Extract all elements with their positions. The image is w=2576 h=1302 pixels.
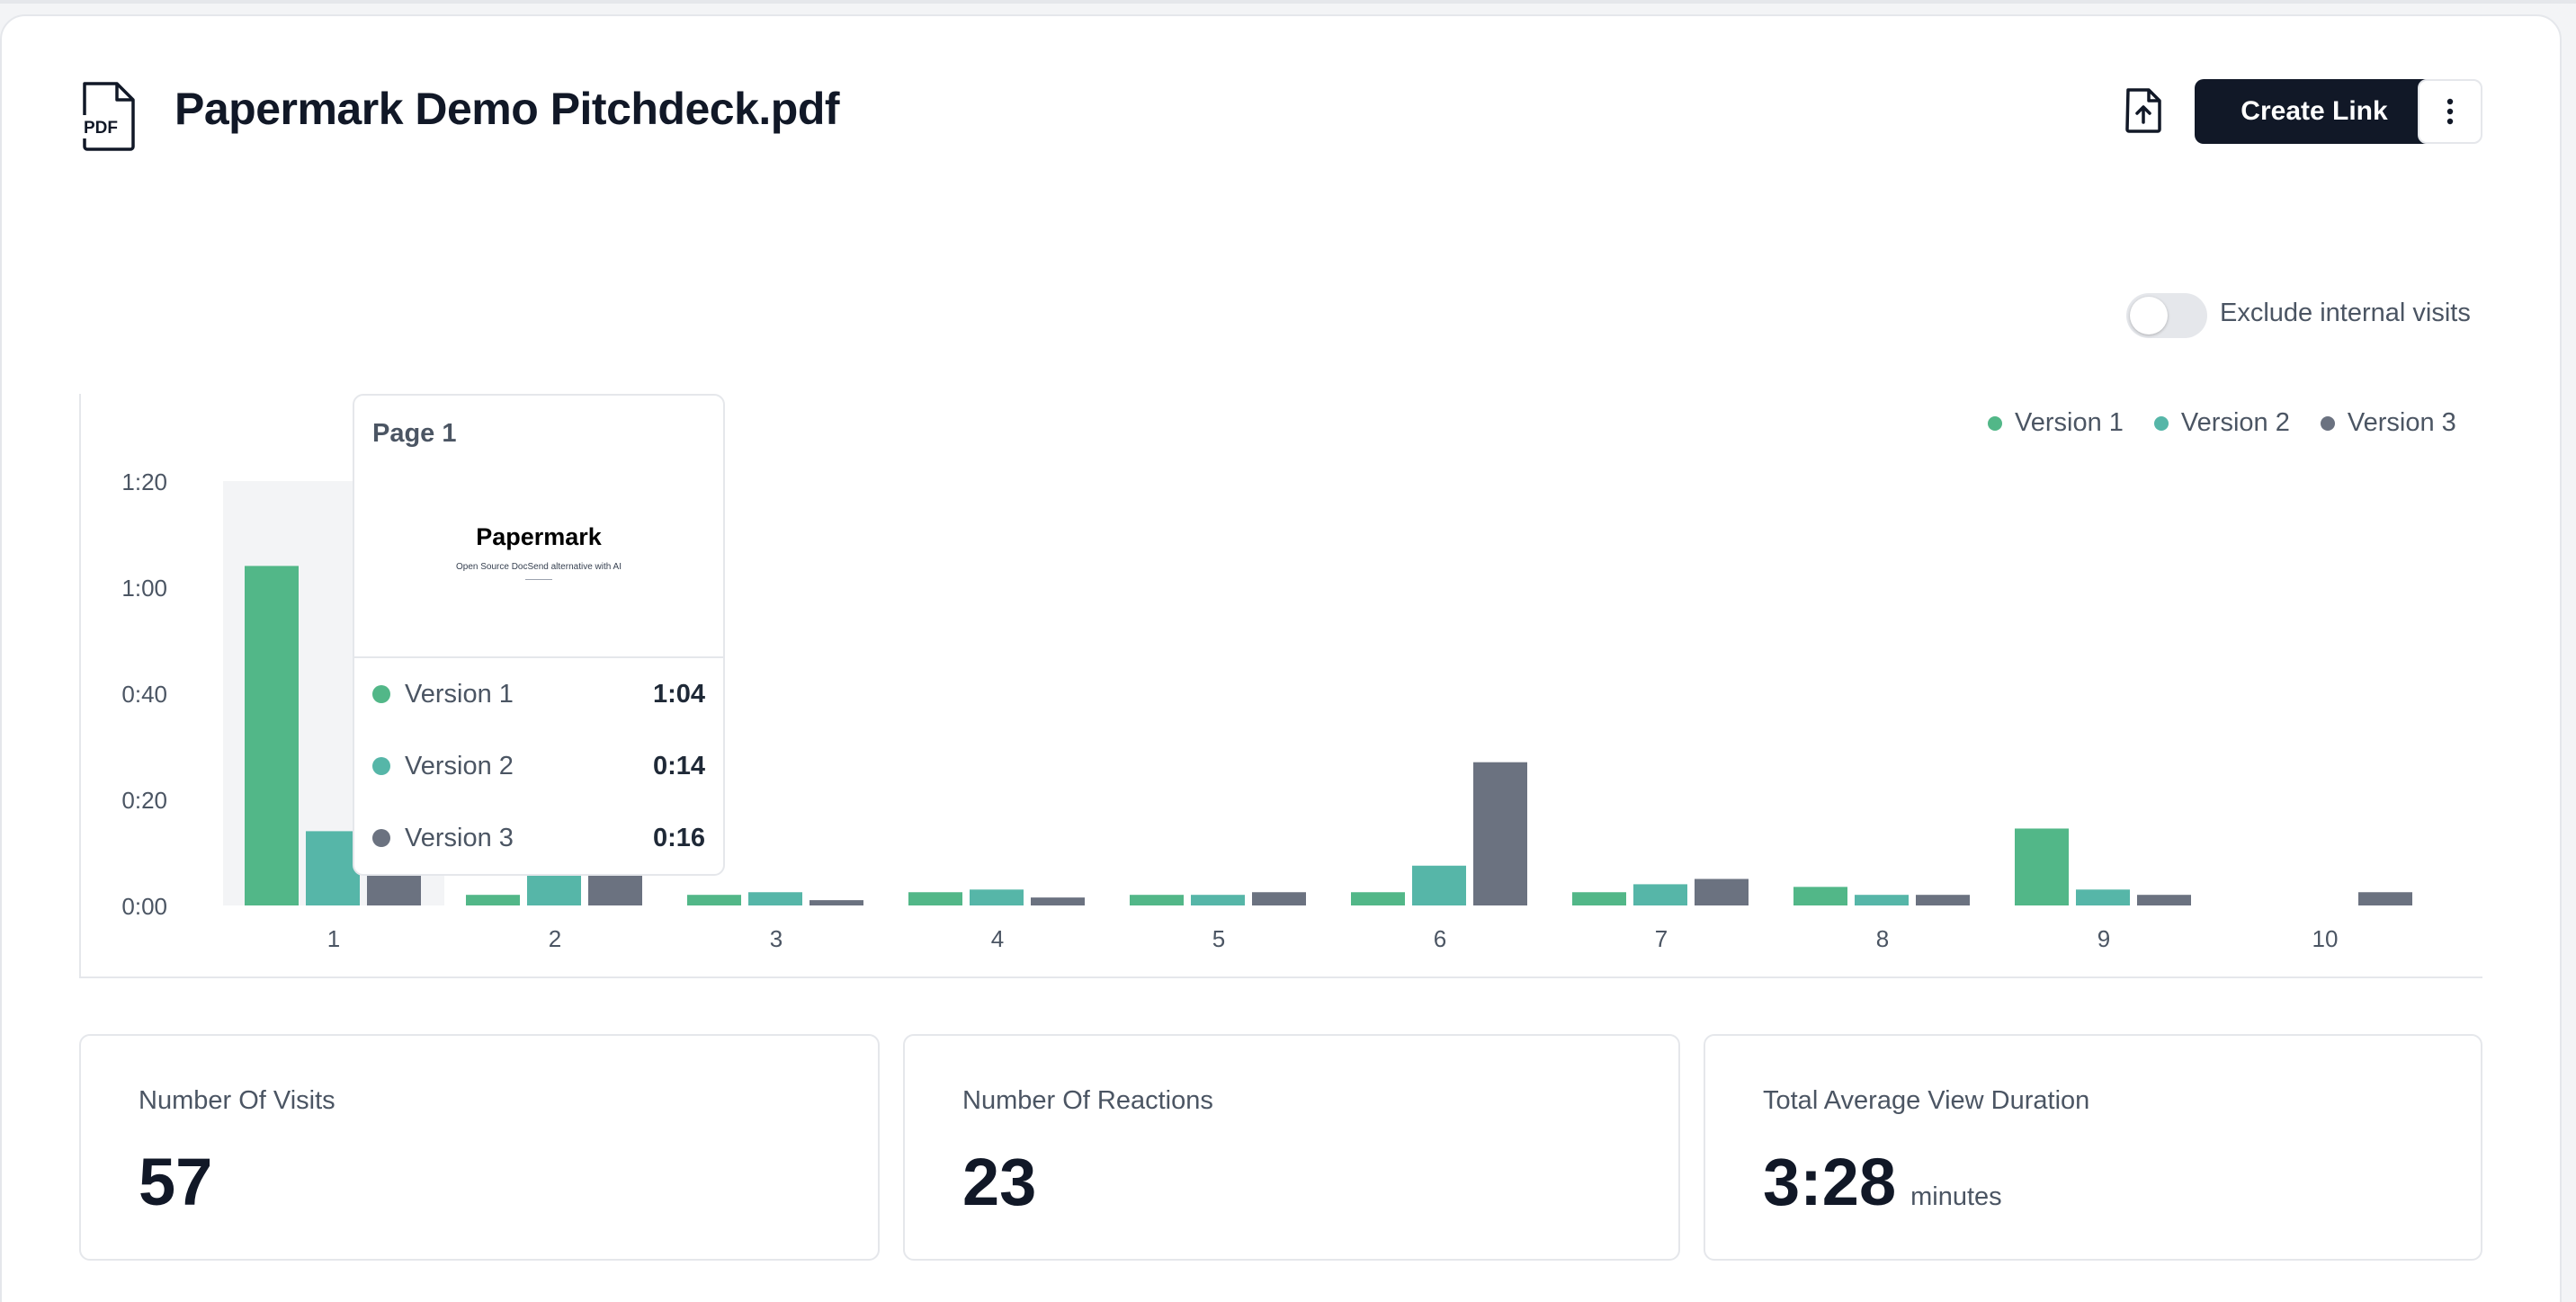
exclude-internal-visits-toggle[interactable] — [2126, 293, 2207, 338]
legend-dot-icon — [2153, 415, 2169, 431]
stat-card-visits: Number Of Visits 57 — [79, 1034, 880, 1261]
stat-value: 3:28 minutes — [1763, 1144, 2002, 1220]
tooltip-title: Page 1 — [372, 419, 457, 448]
stat-card-avg-duration: Total Average View Duration 3:28 minutes — [1704, 1034, 2482, 1261]
tooltip-row-version-1: Version 1 1:04 — [372, 676, 705, 712]
upload-new-version-button[interactable] — [2115, 81, 2171, 140]
window-top-border — [0, 0, 2576, 4]
tooltip-row-value: 1:04 — [652, 679, 705, 709]
stat-label: Total Average View Duration — [1763, 1086, 2090, 1115]
version-3-dot-icon — [372, 829, 390, 847]
chart-legend: Version 1 Version 2 Version 3 — [1988, 408, 2456, 438]
stat-number: 57 — [139, 1145, 213, 1219]
stat-label: Number Of Reactions — [962, 1086, 1213, 1115]
more-options-button[interactable] — [2418, 79, 2482, 144]
tooltip-row-version-3: Version 3 0:16 — [372, 820, 705, 856]
tooltip-row-value: 0:16 — [652, 823, 705, 852]
tooltip-row-name: Version 3 — [405, 823, 514, 852]
file-upload-icon — [2125, 88, 2161, 133]
thumbnail-brand: Papermark — [476, 523, 602, 550]
legend-label: Version 2 — [2180, 408, 2290, 437]
exclude-internal-visits-label: Exclude internal visits — [2220, 299, 2471, 327]
legend-item-version-1[interactable]: Version 1 — [1988, 408, 2124, 438]
toggle-knob — [2130, 297, 2168, 334]
stat-label: Number Of Visits — [139, 1086, 335, 1115]
tooltip-row-name: Version 1 — [405, 679, 514, 709]
stat-unit: minutes — [1910, 1182, 2002, 1211]
legend-item-version-3[interactable]: Version 3 — [2320, 408, 2456, 438]
stat-value: 57 — [139, 1144, 212, 1220]
thumbnail-divider — [525, 579, 552, 580]
version-1-dot-icon — [372, 685, 390, 703]
legend-dot-icon — [2320, 415, 2335, 431]
stat-number: 3:28 — [1763, 1145, 1897, 1219]
tooltip-row-value: 0:14 — [652, 751, 705, 780]
vertical-dots-icon — [2446, 98, 2454, 125]
page-thumbnail: Papermark Open Source DocSend alternativ… — [354, 471, 723, 656]
stat-value: 23 — [962, 1144, 1036, 1220]
create-link-button[interactable]: Create Link — [2195, 79, 2434, 144]
tooltip-row-version-2: Version 2 0:14 — [372, 748, 705, 784]
stat-card-reactions: Number Of Reactions 23 — [903, 1034, 1680, 1261]
stat-number: 23 — [962, 1145, 1037, 1219]
legend-item-version-2[interactable]: Version 2 — [2153, 408, 2290, 438]
tooltip-divider — [354, 656, 723, 658]
tooltip-row-name: Version 2 — [405, 751, 514, 780]
thumbnail-subtitle: Open Source DocSend alternative with AI — [456, 562, 622, 572]
legend-label: Version 3 — [2347, 408, 2456, 437]
legend-label: Version 1 — [2015, 408, 2124, 437]
chart-frame — [79, 394, 2482, 978]
svg-text:PDF: PDF — [84, 119, 118, 138]
pdf-file-icon: PDF — [79, 82, 135, 151]
version-2-dot-icon — [372, 757, 390, 775]
page-title: Papermark Demo Pitchdeck.pdf — [174, 84, 840, 134]
chart-tooltip: Page 1 Papermark Open Source DocSend alt… — [353, 394, 725, 876]
legend-dot-icon — [1988, 415, 2002, 431]
